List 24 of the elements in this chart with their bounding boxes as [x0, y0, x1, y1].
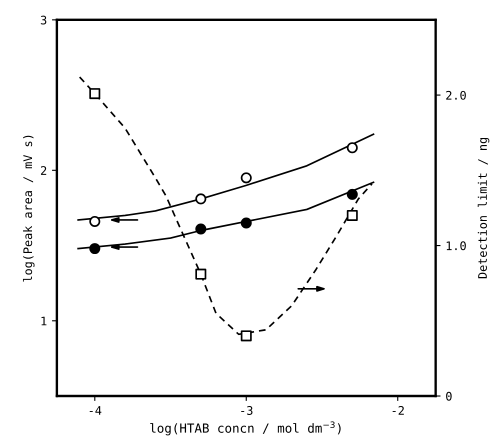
- x-axis-title: log(HTAB concn / mol dm$^{−3}$): [150, 421, 341, 436]
- point: [89, 243, 100, 254]
- point: [346, 210, 358, 221]
- y2-tick-label: 2.0: [446, 90, 466, 100]
- point: [240, 172, 252, 184]
- point: [89, 216, 100, 227]
- point: [195, 224, 206, 234]
- point: [346, 142, 358, 154]
- y2-axis-title: Detection limit / ng: [478, 138, 490, 278]
- x-tick-label: -3: [241, 406, 252, 415]
- point: [240, 217, 252, 228]
- point: [346, 188, 358, 200]
- y-tick-label: 3: [40, 16, 46, 25]
- y-axis-title: log(Peak area / mV s): [22, 136, 35, 282]
- x-tick-label: -4: [90, 406, 102, 415]
- point: [195, 268, 206, 280]
- y2-tick-label: 0: [446, 392, 452, 401]
- point: [89, 88, 100, 100]
- y-tick-label: 1: [42, 316, 46, 326]
- y-tick-label: 2: [40, 166, 46, 175]
- point: [240, 330, 252, 342]
- point: [195, 193, 206, 204]
- y2-tick-label: 1.0: [446, 241, 466, 250]
- x-tick-label: -2: [392, 406, 404, 415]
